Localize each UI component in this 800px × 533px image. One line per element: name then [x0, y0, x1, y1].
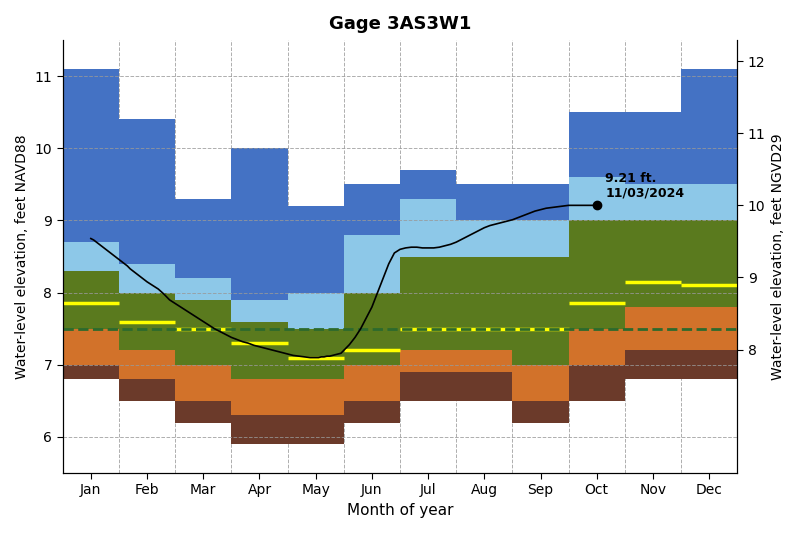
- Bar: [400, 199, 456, 256]
- Bar: [513, 256, 569, 365]
- Bar: [625, 307, 681, 350]
- Bar: [569, 177, 625, 221]
- Bar: [231, 415, 287, 444]
- Bar: [62, 365, 119, 379]
- Bar: [569, 365, 625, 401]
- Bar: [513, 184, 569, 221]
- Bar: [344, 365, 400, 401]
- Bar: [231, 300, 287, 321]
- Bar: [456, 350, 513, 372]
- Bar: [344, 184, 400, 235]
- Bar: [119, 119, 175, 264]
- Bar: [456, 184, 513, 221]
- Bar: [62, 329, 119, 365]
- Bar: [569, 112, 625, 177]
- Bar: [513, 365, 569, 401]
- Bar: [625, 184, 681, 221]
- Bar: [344, 401, 400, 423]
- Bar: [456, 256, 513, 350]
- Bar: [287, 293, 344, 329]
- Bar: [569, 221, 625, 329]
- Bar: [231, 148, 287, 300]
- Bar: [625, 350, 681, 379]
- Bar: [400, 372, 456, 401]
- Bar: [287, 415, 344, 444]
- Bar: [400, 350, 456, 372]
- Bar: [456, 372, 513, 401]
- Bar: [681, 184, 738, 221]
- Bar: [175, 300, 231, 365]
- Bar: [175, 278, 231, 300]
- Bar: [287, 206, 344, 293]
- Bar: [119, 350, 175, 379]
- Bar: [513, 221, 569, 256]
- Bar: [231, 379, 287, 415]
- Bar: [681, 350, 738, 379]
- Text: 9.21 ft.
11/03/2024: 9.21 ft. 11/03/2024: [605, 172, 684, 199]
- Bar: [681, 307, 738, 350]
- Bar: [513, 401, 569, 423]
- Bar: [344, 235, 400, 293]
- X-axis label: Month of year: Month of year: [346, 503, 454, 518]
- Title: Gage 3AS3W1: Gage 3AS3W1: [329, 15, 471, 33]
- Bar: [287, 379, 344, 415]
- Bar: [62, 242, 119, 271]
- Bar: [175, 365, 231, 401]
- Bar: [119, 293, 175, 350]
- Bar: [344, 293, 400, 365]
- Bar: [569, 329, 625, 365]
- Bar: [231, 321, 287, 379]
- Bar: [625, 221, 681, 307]
- Bar: [681, 221, 738, 307]
- Bar: [400, 256, 456, 350]
- Bar: [625, 112, 681, 184]
- Bar: [681, 69, 738, 184]
- Bar: [119, 264, 175, 293]
- Y-axis label: Water-level elevation, feet NAVD88: Water-level elevation, feet NAVD88: [15, 134, 29, 379]
- Bar: [456, 221, 513, 256]
- Bar: [400, 170, 456, 199]
- Bar: [62, 69, 119, 242]
- Bar: [175, 401, 231, 423]
- Bar: [119, 379, 175, 401]
- Bar: [287, 329, 344, 379]
- Y-axis label: Water-level elevation, feet NGVD29: Water-level elevation, feet NGVD29: [771, 133, 785, 380]
- Bar: [175, 199, 231, 278]
- Bar: [62, 271, 119, 329]
